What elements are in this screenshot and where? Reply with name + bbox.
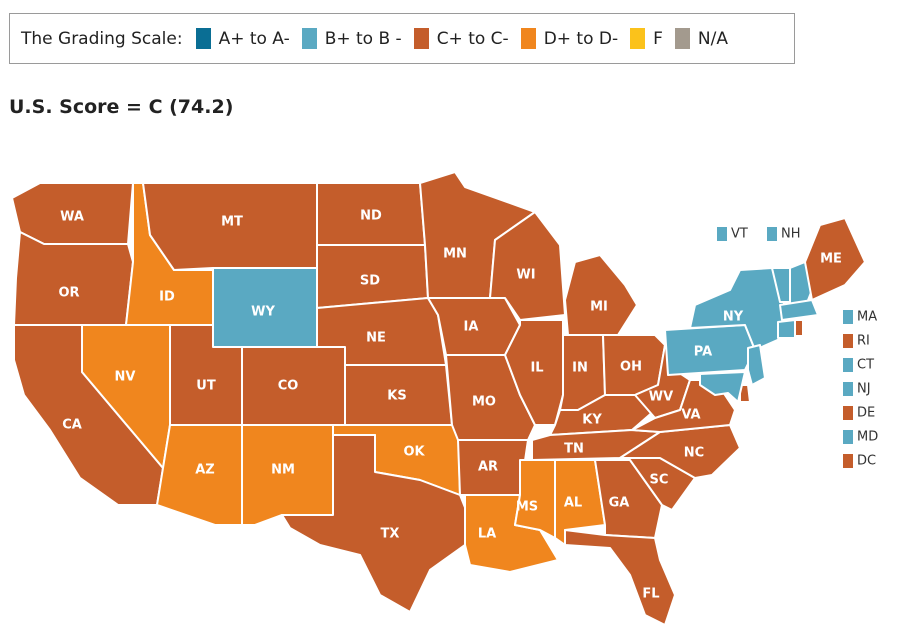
- legend-label-f: F: [653, 28, 663, 49]
- state-label-ar: AR: [478, 460, 498, 475]
- state-label-nc: NC: [684, 446, 704, 461]
- state-label-sd: SD: [360, 274, 380, 289]
- state-wi[interactable]: [489, 211, 566, 321]
- state-label-pa: PA: [694, 345, 712, 360]
- callout-label-dc: DC: [857, 454, 876, 469]
- legend-item-na: N/A: [674, 28, 728, 49]
- state-label-la: LA: [478, 527, 496, 542]
- state-label-mi: MI: [590, 300, 608, 315]
- state-or[interactable]: [13, 231, 134, 326]
- callout-swatch-ma[interactable]: [841, 308, 855, 326]
- state-label-ca: CA: [62, 418, 82, 433]
- state-label-wa: WA: [60, 210, 84, 225]
- state-label-ut: UT: [196, 379, 216, 394]
- callout-label-ri: RI: [857, 334, 870, 349]
- callout-swatch-de[interactable]: [841, 404, 855, 422]
- state-label-mt: MT: [221, 215, 243, 230]
- legend-label-a: A+ to A-: [218, 28, 290, 49]
- state-mi[interactable]: [564, 254, 638, 336]
- state-label-ok: OK: [403, 445, 425, 460]
- callout-label-de: DE: [857, 406, 875, 421]
- state-label-nm: NM: [271, 463, 295, 478]
- state-label-ky: KY: [582, 413, 602, 428]
- legend-swatch-d: [520, 28, 536, 49]
- callout-label-nh: NH: [781, 227, 801, 242]
- callout-swatch-md[interactable]: [841, 428, 855, 446]
- state-label-id: ID: [159, 290, 175, 305]
- state-label-ga: GA: [609, 496, 630, 511]
- legend-item-b: B+ to B -: [301, 28, 402, 49]
- state-md[interactable]: [699, 371, 746, 403]
- state-label-ks: KS: [387, 389, 406, 404]
- callout-label-nj: NJ: [857, 382, 871, 397]
- state-fl[interactable]: [564, 529, 676, 626]
- state-label-nd: ND: [360, 209, 382, 224]
- callout-swatch-nh[interactable]: [765, 225, 779, 243]
- legend-title: The Grading Scale:: [21, 28, 183, 49]
- state-ri[interactable]: [794, 319, 804, 337]
- us-score-heading: U.S. Score = C (74.2): [9, 96, 234, 118]
- state-label-ny: NY: [723, 310, 744, 325]
- state-ma[interactable]: [779, 299, 819, 321]
- callout-label-ma: MA: [857, 310, 877, 325]
- state-label-fl: FL: [642, 587, 659, 602]
- legend-swatch-a: [195, 28, 211, 49]
- legend-item-c: C+ to C-: [413, 28, 509, 49]
- state-label-me: ME: [820, 252, 842, 267]
- state-label-az: AZ: [195, 463, 215, 478]
- callout-swatch-nj[interactable]: [841, 380, 855, 398]
- state-label-ne: NE: [366, 331, 386, 346]
- state-label-oh: OH: [620, 360, 642, 375]
- state-label-mn: MN: [443, 247, 467, 262]
- state-label-or: OR: [58, 286, 79, 301]
- state-label-co: CO: [278, 379, 299, 394]
- state-label-mo: MO: [472, 395, 496, 410]
- state-label-ms: MS: [516, 500, 538, 515]
- legend-item-f: F: [630, 28, 663, 49]
- legend-label-na: N/A: [697, 28, 728, 49]
- state-label-il: IL: [530, 361, 543, 376]
- legend-swatch-na: [674, 28, 690, 49]
- legend-item-d: D+ to D-: [520, 28, 619, 49]
- state-tx[interactable]: [281, 434, 471, 613]
- state-label-tn: TN: [564, 442, 584, 457]
- callout-label-vt: VT: [731, 227, 748, 242]
- state-label-wy: WY: [251, 305, 275, 320]
- state-label-wv: WV: [649, 390, 673, 405]
- callout-label-md: MD: [857, 430, 878, 445]
- callout-swatch-vt[interactable]: [715, 225, 729, 243]
- state-label-nv: NV: [115, 370, 136, 385]
- state-label-va: VA: [681, 408, 700, 423]
- legend-swatch-f: [630, 28, 646, 49]
- state-label-wi: WI: [516, 268, 535, 283]
- state-nj[interactable]: [747, 344, 766, 386]
- callout-swatch-ct[interactable]: [841, 356, 855, 374]
- callout-label-ct: CT: [857, 358, 874, 373]
- callout-swatch-ri[interactable]: [841, 332, 855, 350]
- state-label-ia: IA: [464, 320, 479, 335]
- state-label-in: IN: [572, 361, 588, 376]
- state-ct[interactable]: [777, 319, 796, 339]
- legend-item-a: A+ to A-: [195, 28, 290, 49]
- legend-swatch-c: [413, 28, 429, 49]
- state-label-al: AL: [564, 496, 582, 511]
- legend-label-c: C+ to C-: [436, 28, 509, 49]
- callout-swatch-dc[interactable]: [841, 452, 855, 470]
- legend-label-d: D+ to D-: [543, 28, 619, 49]
- state-label-sc: SC: [650, 473, 669, 488]
- legend-label-b: B+ to B -: [324, 28, 402, 49]
- grading-scale-legend: The Grading Scale: A+ to A- B+ to B - C+…: [9, 13, 795, 64]
- legend-swatch-b: [301, 28, 317, 49]
- state-label-tx: TX: [381, 527, 400, 542]
